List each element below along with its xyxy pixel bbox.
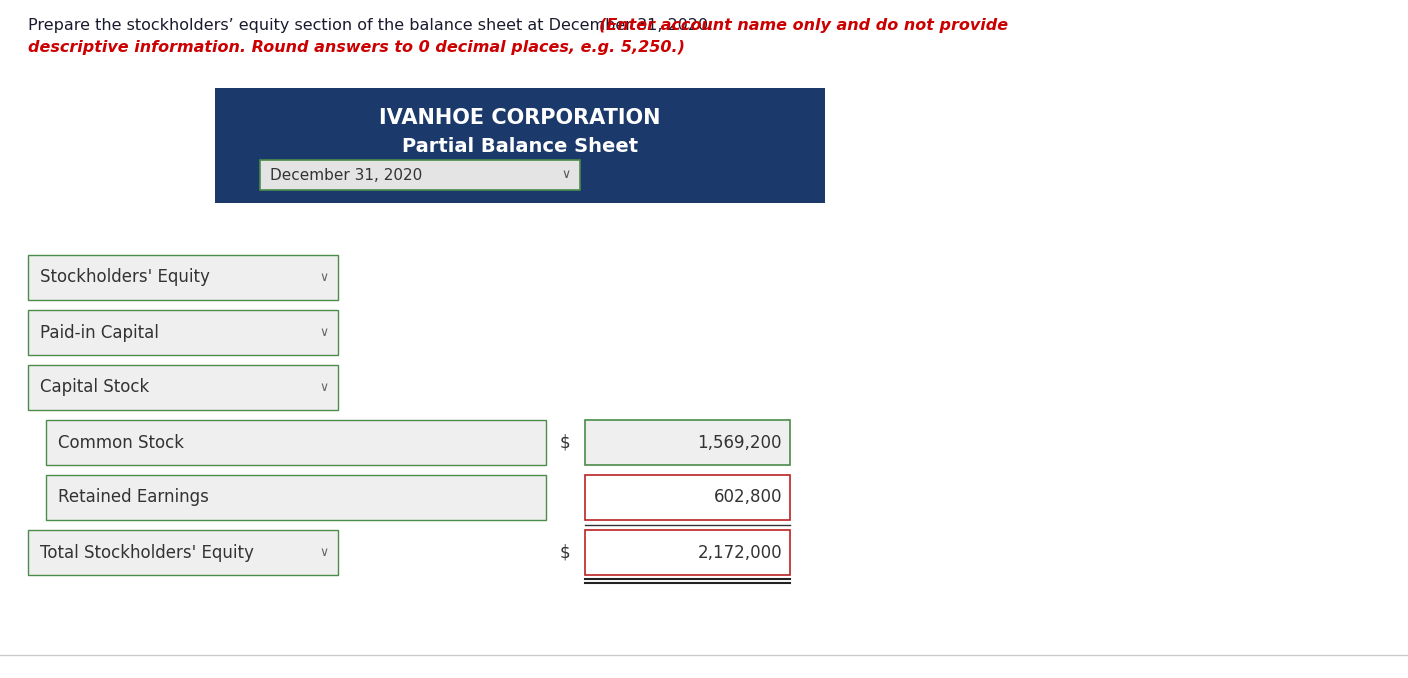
- Text: IVANHOE CORPORATION: IVANHOE CORPORATION: [379, 108, 660, 128]
- FancyBboxPatch shape: [215, 88, 825, 203]
- Text: Prepare the stockholders’ equity section of the balance sheet at December 31, 20: Prepare the stockholders’ equity section…: [28, 18, 718, 33]
- Text: Common Stock: Common Stock: [58, 433, 184, 452]
- Text: Stockholders' Equity: Stockholders' Equity: [39, 268, 210, 287]
- Text: (Enter account name only and do not provide: (Enter account name only and do not prov…: [600, 18, 1008, 33]
- Text: ∨: ∨: [562, 169, 570, 182]
- Text: ∨: ∨: [320, 326, 328, 339]
- FancyBboxPatch shape: [46, 475, 546, 520]
- FancyBboxPatch shape: [28, 530, 338, 575]
- Text: ∨: ∨: [320, 546, 328, 559]
- FancyBboxPatch shape: [584, 420, 790, 465]
- Text: Total Stockholders' Equity: Total Stockholders' Equity: [39, 544, 253, 561]
- Text: 2,172,000: 2,172,000: [697, 544, 781, 561]
- Text: ∨: ∨: [320, 381, 328, 394]
- FancyBboxPatch shape: [28, 310, 338, 355]
- FancyBboxPatch shape: [28, 365, 338, 410]
- Text: December 31, 2020: December 31, 2020: [270, 167, 422, 182]
- Text: Partial Balance Sheet: Partial Balance Sheet: [401, 136, 638, 155]
- FancyBboxPatch shape: [28, 255, 338, 300]
- Text: Paid-in Capital: Paid-in Capital: [39, 323, 159, 342]
- Text: 1,569,200: 1,569,200: [697, 433, 781, 452]
- Text: 602,800: 602,800: [714, 489, 781, 506]
- FancyBboxPatch shape: [584, 530, 790, 575]
- FancyBboxPatch shape: [260, 160, 580, 190]
- Text: descriptive information. Round answers to 0 decimal places, e.g. 5,250.): descriptive information. Round answers t…: [28, 40, 686, 55]
- FancyBboxPatch shape: [46, 420, 546, 465]
- Text: Capital Stock: Capital Stock: [39, 378, 149, 397]
- Text: Retained Earnings: Retained Earnings: [58, 489, 208, 506]
- FancyBboxPatch shape: [584, 475, 790, 520]
- Text: $: $: [560, 433, 570, 452]
- Text: $: $: [560, 544, 570, 561]
- Text: ∨: ∨: [320, 271, 328, 284]
